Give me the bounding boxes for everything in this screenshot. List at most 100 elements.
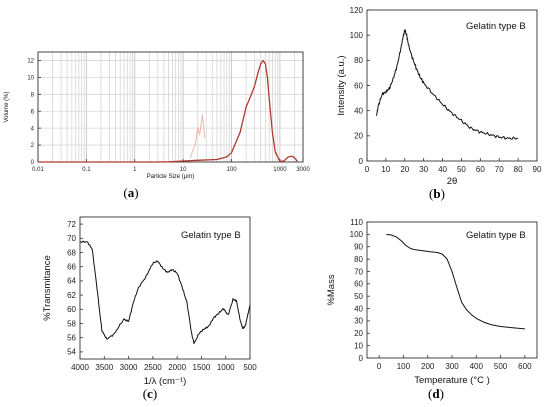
x-axis-ticks: 4000 3500 3000 2500 2000 1500 1000 500 bbox=[71, 356, 257, 372]
series-line-2 bbox=[189, 114, 206, 158]
plot-frame bbox=[366, 221, 538, 359]
panel-label-letter: b bbox=[433, 186, 440, 201]
y-tick-label: 0 bbox=[359, 157, 364, 166]
panel-label-open: ( bbox=[429, 186, 433, 201]
y-tick-label: 100 bbox=[350, 31, 364, 40]
series-line-1 bbox=[375, 29, 519, 140]
x-tick-label: 50 bbox=[457, 165, 466, 174]
y-tick-label: 80 bbox=[354, 56, 363, 65]
panel-d-tga: 0 100 200 300 400 500 600 0 10 20 30 40 50 60 70 80 90 10… bbox=[326, 218, 538, 401]
y-axis-ticks: 0 10 20 30 40 50 60 70 80 90 100 110 bbox=[350, 218, 370, 363]
x-axis-label: 2θ bbox=[447, 176, 458, 187]
y-axis-ticks: 0 2 4 6 8 10 12 bbox=[27, 59, 41, 166]
y-tick-label: 6 bbox=[31, 109, 35, 115]
annotation-label: Gelatin type B bbox=[181, 230, 241, 241]
panel-label-letter: d bbox=[432, 386, 440, 401]
y-tick-label: 58 bbox=[67, 319, 76, 328]
y-tick-label: 0 bbox=[359, 354, 364, 363]
x-tick-label: 3000 bbox=[296, 167, 310, 173]
x-tick-label: 0 bbox=[377, 362, 382, 371]
panel-label-open: ( bbox=[143, 386, 147, 401]
panel-label-close: ) bbox=[440, 386, 444, 401]
y-tick-label: 54 bbox=[67, 348, 76, 357]
y-tick-label: 90 bbox=[354, 243, 363, 252]
series-line-1 bbox=[386, 233, 525, 330]
panel-a-particle-size: 0.01 0.1 1 10 100 1000 3000 0 2 4 6 8 10 12 Particle S… bbox=[4, 51, 310, 200]
y-tick-label: 110 bbox=[350, 218, 363, 227]
x-tick-label: 90 bbox=[533, 165, 542, 174]
x-tick-label: 30 bbox=[419, 165, 428, 174]
x-tick-label: 0.1 bbox=[82, 167, 91, 173]
y-tick-label: 72 bbox=[67, 220, 76, 229]
panel-label: (d) bbox=[428, 386, 444, 401]
panel-label-close: ) bbox=[134, 185, 138, 200]
x-axis-ticks: 0 10 20 30 40 50 60 70 80 90 bbox=[365, 158, 542, 174]
x-tick-label: 4000 bbox=[71, 363, 89, 372]
y-tick-label: 20 bbox=[354, 132, 363, 141]
y-axis-ticks: 54 56 58 60 62 64 66 68 70 72 bbox=[67, 220, 83, 357]
x-tick-label: 3000 bbox=[120, 363, 138, 372]
series-line-1 bbox=[38, 59, 298, 163]
x-tick-label: 20 bbox=[400, 165, 409, 174]
y-tick-label: 10 bbox=[27, 75, 34, 81]
y-tick-label: 68 bbox=[67, 248, 76, 257]
x-tick-label: 1500 bbox=[193, 363, 211, 372]
y-tick-label: 62 bbox=[67, 291, 76, 300]
panel-c-ftir: 4000 3500 3000 2500 2000 1500 1000 500 54 56 58 60 6… bbox=[42, 216, 257, 401]
x-tick-label: 60 bbox=[476, 165, 485, 174]
y-tick-label: 64 bbox=[67, 277, 76, 286]
x-axis-label: Particle Size (μm) bbox=[147, 174, 194, 180]
x-axis-label: Temperature (°C ) bbox=[414, 375, 490, 386]
x-tick-label: 200 bbox=[421, 362, 435, 371]
annotation-label: Gelatin type B bbox=[466, 21, 526, 32]
x-tick-label: 0 bbox=[365, 165, 370, 174]
x-axis-label: 1/λ (cm⁻¹) bbox=[144, 376, 186, 387]
panel-label-close: ) bbox=[153, 386, 157, 401]
panel-label-open: ( bbox=[123, 185, 127, 200]
panel-label: (c) bbox=[143, 386, 157, 401]
x-tick-label: 500 bbox=[494, 362, 508, 371]
panel-label-open: ( bbox=[428, 386, 432, 401]
y-axis-label: Volume (%) bbox=[4, 91, 10, 122]
y-tick-label: 60 bbox=[354, 81, 363, 90]
x-tick-label: 600 bbox=[518, 362, 532, 371]
x-tick-label: 400 bbox=[470, 362, 484, 371]
panel-label-close: ) bbox=[441, 186, 445, 201]
y-tick-label: 60 bbox=[354, 280, 363, 289]
panel-label: (a) bbox=[123, 185, 138, 200]
x-tick-label: 2500 bbox=[144, 363, 162, 372]
y-tick-label: 10 bbox=[354, 341, 363, 350]
x-tick-label: 0.01 bbox=[32, 167, 44, 173]
y-tick-label: 66 bbox=[67, 263, 76, 272]
x-tick-label: 3500 bbox=[95, 363, 113, 372]
x-tick-label: 1000 bbox=[217, 363, 235, 372]
plot-frame bbox=[366, 9, 538, 162]
y-tick-label: 56 bbox=[67, 334, 76, 343]
plot-frame bbox=[79, 216, 251, 360]
x-tick-label: 100 bbox=[397, 362, 411, 371]
panel-label-letter: a bbox=[128, 185, 135, 200]
x-tick-label: 40 bbox=[438, 165, 447, 174]
y-tick-label: 40 bbox=[354, 106, 363, 115]
y-tick-label: 120 bbox=[350, 6, 364, 15]
y-tick-label: 2 bbox=[31, 143, 35, 149]
x-tick-label: 70 bbox=[495, 165, 504, 174]
x-tick-label: 80 bbox=[514, 165, 523, 174]
y-axis-label: %Mass bbox=[326, 274, 337, 305]
series-line-1 bbox=[79, 240, 251, 344]
x-tick-label: 2000 bbox=[168, 363, 186, 372]
x-tick-label: 500 bbox=[243, 363, 257, 372]
x-tick-label: 10 bbox=[180, 167, 187, 173]
y-tick-label: 50 bbox=[354, 292, 363, 301]
panel-b-xrd: 0 10 20 30 40 50 60 70 80 90 0 20 40 60 80 100 120 2θ Inte… bbox=[336, 6, 542, 201]
plot-frame bbox=[37, 51, 304, 163]
y-tick-label: 4 bbox=[31, 126, 35, 132]
x-axis-ticks: 0 100 200 300 400 500 600 bbox=[377, 355, 532, 371]
y-tick-label: 60 bbox=[67, 305, 76, 314]
annotation-label: Gelatin type B bbox=[466, 230, 526, 241]
y-tick-label: 12 bbox=[27, 59, 34, 65]
x-tick-label: 1000 bbox=[273, 167, 287, 173]
y-tick-label: 8 bbox=[31, 92, 35, 98]
x-tick-label: 10 bbox=[381, 165, 390, 174]
